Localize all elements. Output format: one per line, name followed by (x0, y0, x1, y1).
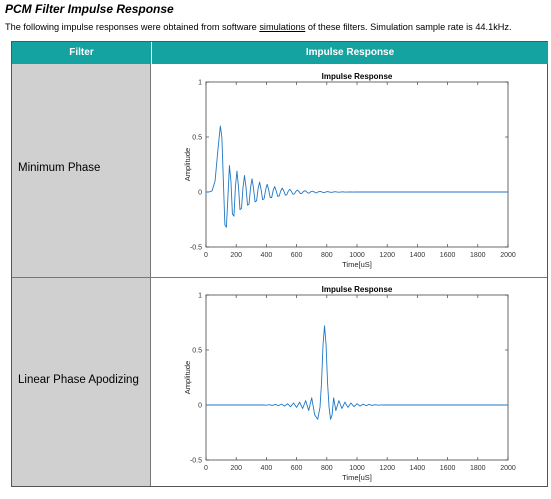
y-tick-label: 0 (198, 403, 202, 410)
x-tick-label: 800 (321, 465, 333, 472)
row-divider (12, 277, 547, 278)
y-tick-label: 0.5 (192, 348, 202, 355)
x-tick-label: 1400 (410, 252, 426, 259)
impulse-plot-cell: 0 200 400 600 800 1000 1200 1400 1600 1800 2000 -0.… (152, 64, 547, 277)
x-axis-label: Time[uS] (342, 260, 372, 269)
y-tick-label: -0.5 (190, 458, 202, 465)
chart-title: Impulse Response (322, 285, 393, 294)
x-tick-label: 200 (230, 252, 242, 259)
impulse-response-chart: 0 200 400 600 800 1000 1200 1400 1600 1800 2000 -0.… (183, 72, 516, 269)
x-tick-label: 1800 (470, 465, 486, 472)
x-tick-label: 800 (321, 252, 333, 259)
y-tick-label: 1 (198, 80, 202, 87)
filter-name-cell: Linear Phase Apodizing (12, 278, 151, 486)
x-tick-label: 2000 (500, 465, 516, 472)
filter-name-cell: Minimum Phase (12, 64, 151, 277)
x-tick-label: 0 (204, 252, 208, 259)
simulations-link[interactable]: simulations (259, 22, 306, 32)
x-tick-label: 600 (291, 465, 303, 472)
x-tick-label: 1800 (470, 252, 486, 259)
plot-area (205, 294, 509, 461)
x-tick-label: 2000 (500, 252, 516, 259)
x-tick-label: 1600 (440, 465, 456, 472)
x-axis-label: Time[uS] (342, 473, 372, 482)
plot-area (205, 81, 509, 248)
x-tick-label: 400 (261, 252, 273, 259)
y-tick-label: -0.5 (190, 245, 202, 252)
impulse-response-chart: 0 200 400 600 800 1000 1200 1400 1600 1800 2000 -0.… (183, 285, 516, 482)
y-axis-label: Amplitude (183, 148, 192, 181)
x-tick-label: 400 (261, 465, 273, 472)
x-tick-label: 600 (291, 252, 303, 259)
x-tick-label: 1400 (410, 465, 426, 472)
impulse-series-line (206, 325, 508, 420)
x-tick-label: 200 (230, 465, 242, 472)
intro-text: The following impulse responses were obt… (5, 22, 512, 32)
x-tick-label: 1200 (379, 252, 395, 259)
filter-name: Linear Phase Apodizing (18, 374, 139, 386)
x-tick-label: 0 (204, 465, 208, 472)
y-tick-label: 0.5 (192, 135, 202, 142)
x-tick-label: 1000 (349, 252, 365, 259)
intro-text-start: The following impulse responses were obt… (5, 22, 260, 32)
impulse-column-header: Impulse Response (152, 42, 548, 64)
intro-text-end: of these filters. Simulation sample rate… (305, 22, 512, 32)
chart-title: Impulse Response (322, 72, 393, 81)
impulse-plot-cell: 0 200 400 600 800 1000 1200 1400 1600 1800 2000 -0.… (152, 278, 547, 486)
impulse-series-line (206, 125, 508, 228)
filter-name: Minimum Phase (18, 162, 101, 174)
y-tick-label: 0 (198, 190, 202, 197)
y-axis-label: Amplitude (183, 361, 192, 394)
filter-column-header: Filter (12, 42, 152, 64)
x-tick-label: 1600 (440, 252, 456, 259)
x-tick-label: 1200 (379, 465, 395, 472)
y-tick-label: 1 (198, 293, 202, 300)
filter-table: Filter Impulse Response Minimum Phase Li… (11, 41, 548, 487)
x-tick-label: 1000 (349, 465, 365, 472)
page-title: PCM Filter Impulse Response (5, 2, 174, 16)
